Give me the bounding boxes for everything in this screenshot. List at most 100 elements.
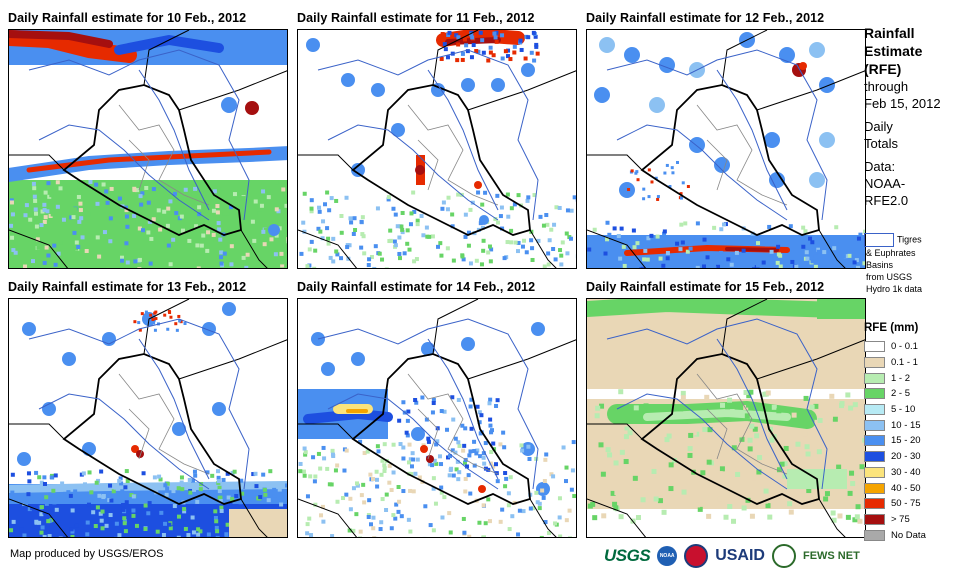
rain-pixel [784,268,788,269]
rain-pixel [10,235,15,240]
rain-pixel [633,405,639,411]
rain-pixel [453,436,458,441]
rain-pixel [658,256,663,261]
legend-item: 30 - 40 [864,465,964,481]
rain-pixel [318,229,323,234]
rain-pixel [240,491,245,496]
rain-pixel [33,207,38,212]
rain-pixel [186,533,191,537]
rain-pixel [27,479,32,484]
rain-pixel [469,397,474,402]
rain-pixel [439,409,444,414]
rain-pixel [535,500,540,505]
rain-pixel [700,470,706,476]
map-canvas [587,299,865,537]
rain-pixel [558,534,563,537]
rain-pixel [519,443,524,448]
rain-pixel [125,224,130,229]
rain-pixel [472,448,477,453]
rain-pixel [624,426,630,432]
rain-pixel [431,528,436,533]
rain-pixel [749,513,755,519]
rain-pixel [359,493,364,498]
rain-pixel [829,393,835,399]
rain-pixel [21,503,26,508]
rain-cell [411,427,425,441]
rain-pixel [534,490,539,495]
rain-band [9,30,113,48]
rain-pixel [312,479,317,484]
rain-pixel [442,495,447,500]
rain-pixel [431,401,436,406]
rain-pixel [561,445,566,450]
province-border [696,373,788,475]
rain-pixel [119,255,124,260]
rain-pixel [816,249,821,254]
rain-pixel [486,250,491,255]
rain-pixel [168,526,173,531]
rain-pixel [34,220,39,225]
rain-pixel [489,428,494,433]
rain-pixel [193,473,198,478]
rain-pixel [273,252,278,257]
rain-pixel [309,206,314,211]
rain-pixel [687,452,693,458]
rain-pixel [28,217,33,222]
rain-pixel [198,529,203,534]
rain-pixel [159,510,164,515]
rain-pixel [391,513,396,518]
rain-pixel [298,469,303,474]
rain-pixel [635,241,640,246]
rain-pixel [491,53,496,58]
rain-pixel [546,251,551,256]
rain-pixel [564,518,569,523]
rain-pixel [487,519,492,524]
country-border [298,498,358,537]
rain-pixel [521,509,526,514]
rain-pixel [351,486,356,491]
rain-pixel [656,197,660,201]
rain-cell [351,163,365,177]
rain-pixel [109,186,114,191]
rain-pixel [70,529,75,534]
rain-pixel [474,451,479,456]
rain-pixel [13,250,18,255]
rain-pixel [587,247,592,252]
rain-pixel [351,231,356,236]
rain-pixel [412,209,417,214]
rain-pixel [86,502,91,507]
rain-pixel [605,220,610,225]
rain-pixel [745,267,750,268]
rain-pixel [401,456,406,461]
basin-label: Hydro 1k data [866,284,923,294]
rain-pixel [731,445,737,451]
rain-pixel [636,178,640,182]
map-canvas [587,30,865,269]
rain-pixel [528,506,533,511]
rain-pixel [174,211,179,216]
panel-title: Daily Rainfall estimate for 10 Feb., 201… [8,11,247,25]
rain-pixel [795,441,801,447]
rain-pixel [500,56,505,61]
rain-pixel [409,464,414,469]
rain-pixel [495,479,500,484]
rain-pixel [718,250,723,255]
rain-cell [624,47,640,63]
country-border [529,498,557,537]
rain-pixel [643,403,649,409]
rain-pixel [697,506,703,512]
rain-pixel [335,463,340,468]
rain-pixel [646,236,651,241]
rain-pixel [664,437,670,443]
rain-pixel [157,474,162,479]
rain-pixel [424,225,429,230]
rain-pixel [113,485,118,490]
rain-pixel [140,219,145,224]
legend-swatch [864,388,885,400]
rain-pixel [339,230,344,235]
rain-pixel [544,452,549,457]
rain-pixel [335,252,340,257]
rain-pixel [494,39,499,44]
rain-pixel [622,263,627,268]
rain-pixel [526,195,531,200]
